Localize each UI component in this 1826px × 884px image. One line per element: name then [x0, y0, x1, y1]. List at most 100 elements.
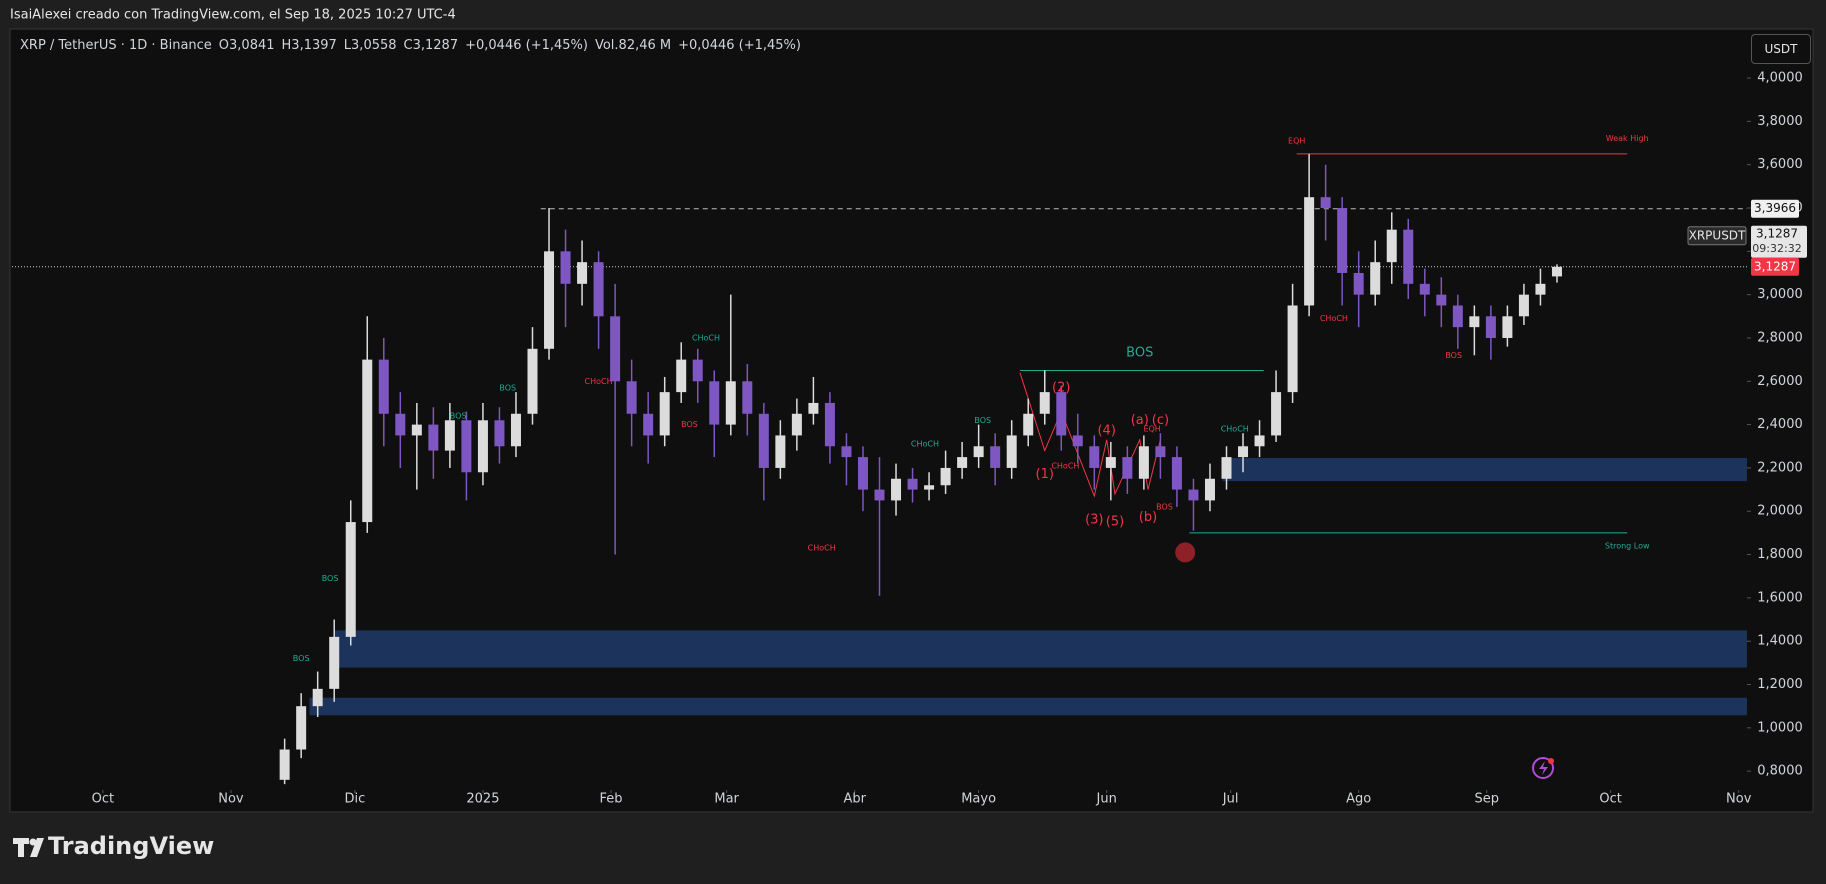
candle-body — [1254, 435, 1265, 447]
candle-body — [1551, 266, 1562, 277]
candle-body — [560, 251, 571, 284]
y-tick-label: 1,6000 — [1757, 590, 1803, 605]
ohlc-low: L3,0558 — [343, 38, 397, 53]
candle-body — [1370, 262, 1381, 295]
brand: TradingView — [48, 832, 215, 860]
candle-body — [362, 359, 373, 523]
volume: Vol.82,46 M — [594, 38, 672, 53]
candle-body — [643, 413, 654, 436]
candle-body — [1287, 305, 1298, 393]
structure-label: EQH — [1143, 424, 1160, 433]
candle-body — [577, 262, 588, 284]
structure-label: EQH — [1288, 136, 1305, 145]
zone — [334, 630, 1747, 668]
candle-body — [1072, 435, 1083, 447]
candle-body — [775, 435, 786, 468]
candle-body — [296, 706, 307, 750]
candle-body — [676, 359, 687, 393]
structure-label: CHoCH — [1320, 314, 1348, 323]
candle-body — [1122, 457, 1133, 479]
y-tick-label: 3,0000 — [1757, 287, 1803, 302]
y-tick-label: 2,4000 — [1757, 417, 1803, 432]
y-tick-label: 0,8000 — [1757, 764, 1803, 779]
candle-body — [659, 392, 670, 436]
structure-label: CHoCH — [1221, 424, 1249, 433]
structure-label: BOS — [1156, 502, 1173, 511]
structure-label: CHoCH — [808, 544, 836, 553]
currency-button[interactable]: USDT — [1751, 34, 1811, 64]
candle-body — [725, 381, 736, 425]
candle-body — [1204, 478, 1215, 501]
candle-body — [1171, 457, 1182, 490]
structure-label: BOS — [681, 420, 698, 429]
candle-body — [1105, 457, 1116, 468]
candle-body — [1403, 229, 1414, 284]
last-price-tag — [1751, 257, 1799, 276]
x-tick-label: Nov — [218, 792, 244, 807]
candle-body — [329, 636, 340, 689]
y-tick-label: 3,6000 — [1757, 157, 1803, 172]
candle-body — [1452, 305, 1463, 328]
lightning-icon[interactable] — [1532, 757, 1554, 779]
structure-label: BOS — [1445, 351, 1462, 360]
candle-body — [874, 489, 885, 501]
volume-change: +0,0446 (+1,45%) — [678, 38, 801, 53]
structure-label: Strong Low — [1605, 541, 1650, 550]
y-tick-label: 3,8000 — [1757, 114, 1803, 129]
structure-label: Weak High — [1606, 134, 1649, 143]
candle-body — [428, 424, 439, 451]
price-line-tag — [1751, 199, 1799, 218]
y-tick-label: 2,6000 — [1757, 374, 1803, 389]
x-tick-label: Feb — [599, 792, 622, 807]
candle-body — [1485, 316, 1496, 338]
candle-body — [1056, 392, 1067, 436]
y-tick-label: 2,0000 — [1757, 504, 1803, 519]
ohlc-high: H3,1397 — [281, 38, 337, 53]
candle-body — [444, 420, 455, 451]
candle-body — [1238, 446, 1249, 458]
price-line-label: 3,3966 — [1754, 201, 1796, 215]
x-tick-label: 2025 — [466, 792, 499, 807]
candle-body — [857, 457, 868, 490]
candle-body — [1188, 489, 1199, 501]
legend: XRP / TetherUS · 1D · Binance O3,0841 H3… — [20, 38, 801, 53]
wave-label: (1) — [1036, 467, 1054, 482]
candle-body — [841, 446, 852, 458]
last-price-label: 3,1287 — [1754, 259, 1796, 273]
wave-label: (2) — [1052, 380, 1070, 395]
symbol-tag — [1687, 226, 1747, 246]
candle-body — [1353, 272, 1364, 295]
countdown: 09:32:32 — [1752, 242, 1801, 255]
ohlc-close: C3,1287 — [403, 38, 459, 53]
symbol-label: XRPUSDT — [1689, 228, 1746, 242]
change: +0,0446 (+1,45%) — [465, 38, 588, 53]
credit: IsaiAlexei creado con TradingView.com, e… — [10, 8, 456, 23]
y-tick-label: 1,2000 — [1757, 677, 1803, 692]
x-tick-label: Sep — [1474, 792, 1499, 807]
brand-logo — [13, 838, 44, 857]
x-tick-label: Abr — [843, 792, 866, 807]
candle-body — [709, 381, 720, 425]
structure-label: CHoCH — [585, 377, 613, 386]
candle-body — [312, 688, 323, 707]
candle-body — [494, 420, 505, 447]
candle-body — [1221, 457, 1232, 479]
x-tick-label: Ago — [1346, 792, 1371, 807]
structure-label: BOS — [293, 654, 310, 663]
candle-body — [808, 402, 819, 414]
candle-body — [742, 381, 753, 414]
structure-label: BOS — [322, 574, 339, 583]
candle-body — [957, 457, 968, 468]
candle-body — [1419, 283, 1430, 295]
candle-body — [1006, 435, 1017, 468]
candle-body — [758, 413, 769, 468]
symbol: XRP / TetherUS · 1D · Binance — [20, 38, 212, 53]
structure-label: CHoCH — [1051, 461, 1079, 470]
x-tick-label: Mayo — [961, 792, 996, 807]
candle-body — [1469, 316, 1480, 328]
y-tick-label: 2,2000 — [1757, 460, 1803, 475]
countdown-tag — [1751, 225, 1807, 258]
y-tick-label: 4,0000 — [1757, 71, 1803, 86]
candle-body — [1039, 392, 1050, 414]
candle-body — [527, 348, 538, 414]
